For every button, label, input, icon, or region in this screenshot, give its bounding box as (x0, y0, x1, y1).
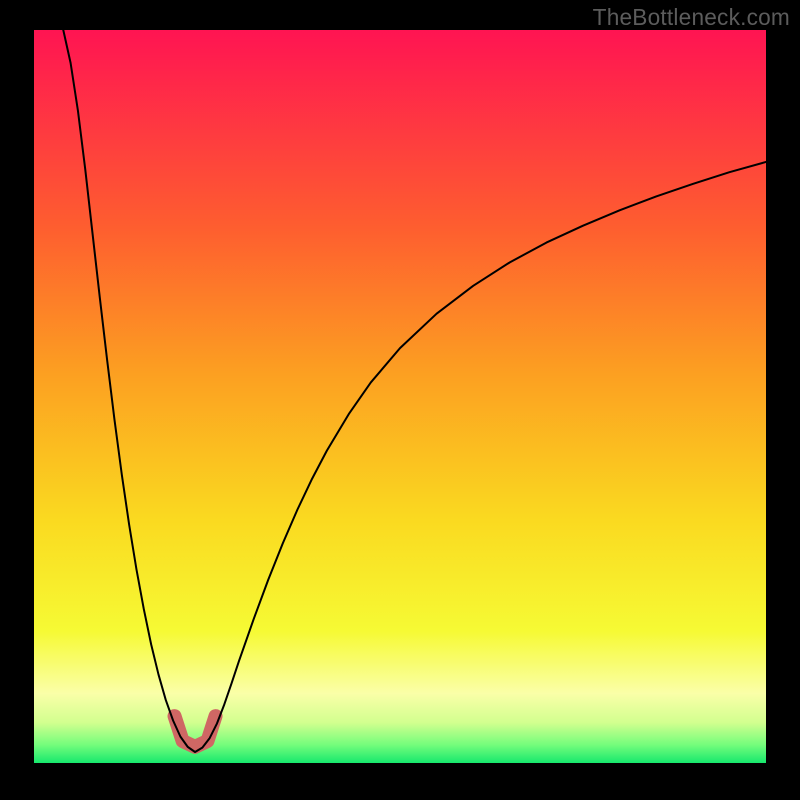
chart-stage: TheBottleneck.com (0, 0, 800, 800)
plot-background (34, 30, 766, 763)
bottleneck-curve-chart (0, 0, 800, 800)
